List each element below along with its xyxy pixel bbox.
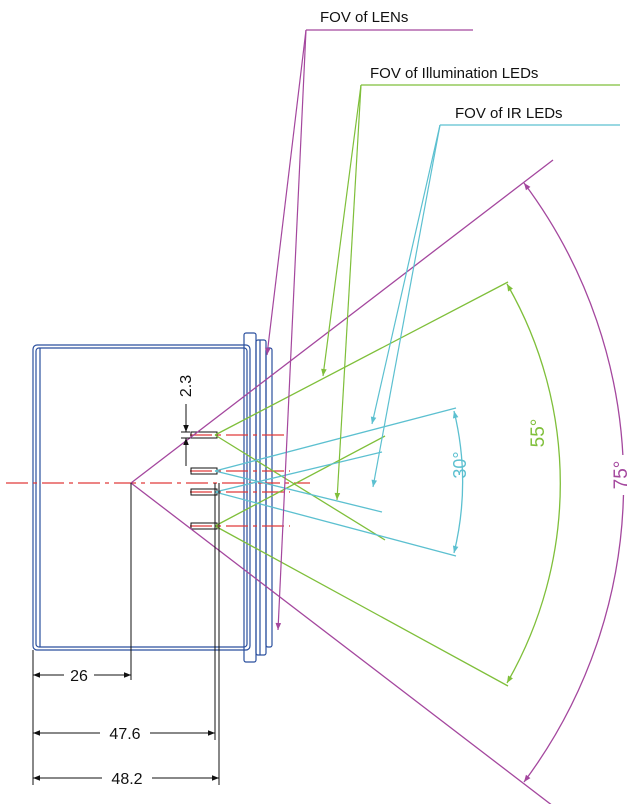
lens-callout-leader [265,29,473,631]
led-pitch-dimension [181,404,190,466]
lens-depth-label: 26 [70,668,88,685]
led-depth-dimension: 47.6 [33,726,215,743]
led-pitch-label: 2.3 [178,375,195,397]
ir-fov-label: FOV of IR LEDs [455,105,563,122]
overall-depth-dimension: 48.2 [33,771,219,788]
centerlines [6,434,310,527]
illumination-fov-arc [506,283,561,684]
lens-fov-label: FOV of LENs [320,9,408,26]
overall-depth-label: 48.2 [111,771,142,788]
led-markers [190,431,218,530]
ir-angle-label: 30° [450,451,470,478]
lens-fov-rays [130,159,554,804]
lens-depth-dimension: 26 [33,668,131,685]
illumination-callout-leader [321,84,620,501]
illumination-fov-rays [214,281,509,687]
ir-fov-rays [214,407,457,557]
lens-fov-arc [523,182,625,783]
lens-angle-label-bg [613,455,631,495]
lens-angle-label: 75° [611,461,631,490]
ir-fov-arc [452,410,464,554]
illumination-fov-label: FOV of Illumination LEDs [370,65,538,82]
led-depth-label: 47.6 [109,726,140,743]
scanner-housing [32,332,273,663]
depth-extension-lines [32,483,220,785]
illumination-angle-label: 55° [528,419,549,448]
ir-callout-leader [370,124,620,488]
